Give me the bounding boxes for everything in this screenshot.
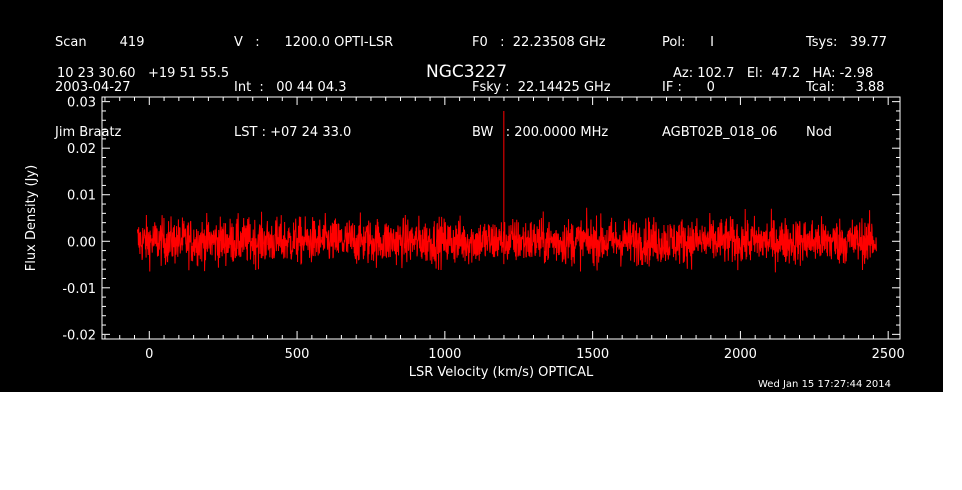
y-tick-label: 0.03 [67,96,96,111]
plot-frame [101,96,901,340]
y-axis-label: Flux Density (Jy) [24,165,39,271]
x-tick-label: 0 [145,347,153,362]
project-label: AGBT02B_018_06 [662,125,778,140]
y-tick-label: 0.02 [67,142,96,157]
x-tick-label: 1000 [428,347,461,362]
az-el-ha-label: Az: 102.7 El: 47.2 HA: -2.98 [673,66,874,81]
date-label: 2003-04-27 [55,80,131,95]
y-tick-label: 0.00 [67,235,96,250]
spectrum-plot: Scan 419 2003-04-27 Jim Braatz V : 1200.… [0,0,943,392]
mode-label: Nod [806,125,832,140]
y-tick-label: 0.01 [67,189,96,204]
pol-label: Pol: I [662,35,714,50]
spectrum-line [136,110,877,273]
y-tick-label: -0.02 [62,328,96,343]
x-tick-label: 2500 [872,347,905,362]
header-col1: Scan 419 2003-04-27 Jim Braatz [55,5,144,170]
header-col2: V : 1200.0 OPTI-LSR Int : 00 44 04.3 LST… [234,5,393,170]
x-axis-label: LSR Velocity (km/s) OPTICAL [409,365,594,380]
bw-label: BW : 200.0000 MHz [472,125,609,140]
header-col3: F0 : 22.23508 GHz Fsky : 22.14425 GHz BW… [472,5,611,170]
spectrum-chart: 0 500 1000 1500 2000 2500 -0.02 -0.01 0.00 0.01 0.… [24,96,905,380]
scan-label: Scan 419 [55,35,145,50]
fsky-label: Fsky : 22.14425 GHz [472,80,611,95]
f0-label: F0 : 22.23508 GHz [472,35,606,50]
coordinates-label: 10 23 30.60 +19 51 55.5 [57,66,230,81]
x-tick-label: 1500 [576,347,609,362]
source-title: NGC3227 [426,62,508,82]
header-col4: Pol: I IF : 0 AGBT02B_018_06 [662,5,777,170]
lst-label: LST : +07 24 33.0 [234,125,352,140]
velocity-label: V : 1200.0 OPTI-LSR [234,35,394,50]
tcal-label: Tcal: 3.88 [806,80,885,95]
timestamp-label: Wed Jan 15 17:27:44 2014 [758,379,892,390]
y-tick-label: -0.01 [62,282,96,297]
header-col5: Tsys: 39.77 Tcal: 3.88 Nod [806,5,887,170]
integration-label: Int : 00 44 04.3 [234,80,347,95]
tsys-label: Tsys: 39.77 [806,35,888,50]
observer-label: Jim Braatz [55,125,122,140]
x-tick-label: 500 [285,347,310,362]
x-tick-label: 2000 [724,347,757,362]
if-label: IF : 0 [662,80,715,95]
